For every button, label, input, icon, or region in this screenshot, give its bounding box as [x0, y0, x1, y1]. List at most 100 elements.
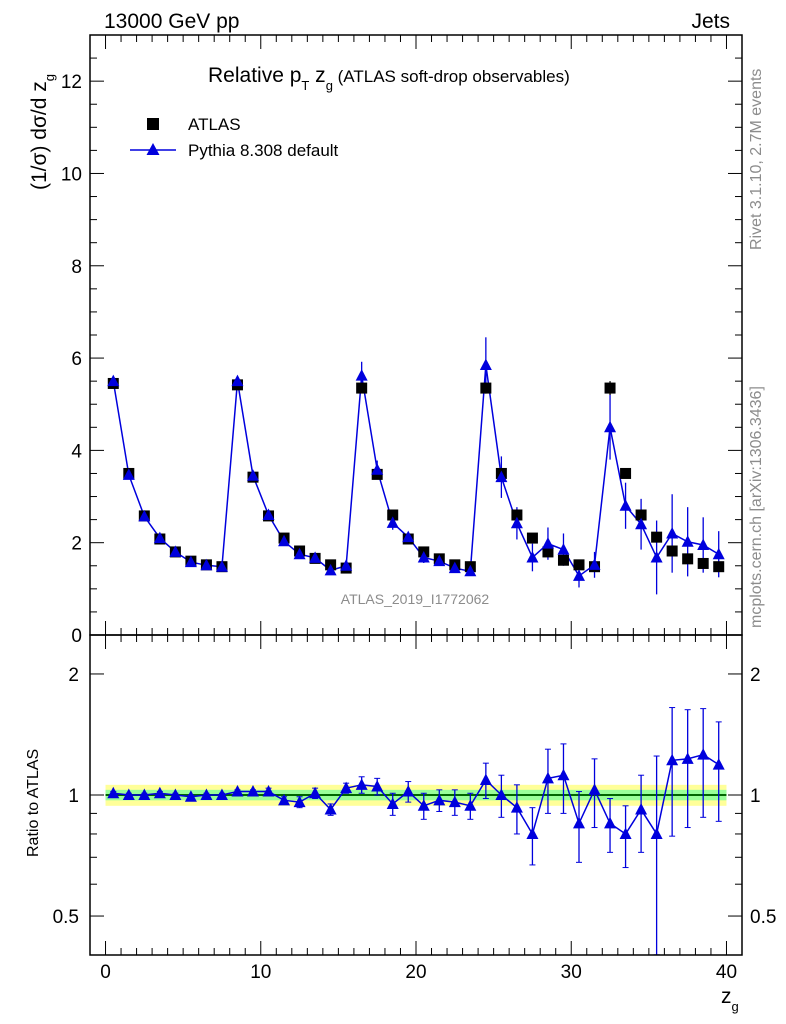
data-point [651, 531, 663, 543]
y-tick-label-ratio-right: 2 [750, 665, 761, 686]
mc-point [681, 535, 694, 547]
ratio-point [402, 785, 415, 797]
mc-point [386, 516, 399, 528]
mc-point [541, 537, 554, 549]
mc-point [200, 558, 213, 571]
mc-point [309, 551, 322, 563]
mc-point [588, 558, 601, 570]
title-rest: (ATLAS soft-drop observables) [333, 67, 570, 86]
data-point [356, 382, 368, 394]
mc-point [371, 463, 384, 475]
legend-mc-marker [146, 143, 160, 155]
mc-point [122, 468, 135, 480]
main-series-layer [107, 337, 725, 595]
mc-point [107, 374, 120, 387]
mc-point [573, 569, 585, 581]
data-point [635, 509, 647, 521]
title-main: Relative p [208, 64, 301, 87]
chart-title: Relative pT zg (ATLAS soft-drop observab… [208, 64, 570, 93]
ratio-series-line [113, 753, 720, 836]
ratio-point [215, 788, 228, 800]
mc-point [153, 531, 166, 544]
ratio-point [557, 768, 570, 781]
header-process-label: Jets [691, 10, 730, 33]
mc-point [557, 543, 570, 555]
legend: ATLAS Pythia 8.308 default [130, 115, 339, 160]
mc-point [433, 554, 446, 567]
mc-point [231, 374, 244, 387]
header-energy-label: 13000 GeV pp [104, 10, 239, 33]
mc-point [697, 538, 710, 550]
ratio-point [464, 799, 477, 811]
ratio-point [541, 771, 554, 784]
ratio-point [184, 790, 197, 802]
analysis-label: ATLAS_2019_I1772062 [341, 591, 490, 607]
ratio-point [650, 827, 663, 839]
y-tick-label-main: 6 [71, 349, 82, 370]
mc-point [666, 526, 679, 539]
ratio-point [309, 786, 322, 799]
mcplots-label: mcplots.cern.ch [arXiv:1306.3436] [748, 386, 765, 628]
x-tick-label: 10 [250, 962, 271, 983]
data-point [682, 553, 694, 565]
legend-data-label: ATLAS [188, 115, 241, 134]
ratio-point [417, 799, 430, 811]
mc-point [510, 516, 523, 529]
y-tick-label-main: 10 [61, 164, 82, 185]
y-axis-label-main-text: (1/σ) dσ/d z [28, 81, 51, 190]
y-tick-label-main: 2 [71, 534, 82, 555]
data-point [604, 382, 616, 394]
y-axis-label-main: (1/σ) dσ/d zg [28, 74, 57, 190]
ratio-point [138, 788, 151, 800]
y-axis-label-ratio: Ratio to ATLAS [25, 749, 42, 857]
mc-point [184, 555, 197, 568]
ratio-point [107, 786, 120, 799]
data-point [620, 467, 632, 479]
mc-point [619, 499, 632, 511]
mc-point [215, 560, 228, 572]
ratio-point [619, 827, 632, 839]
mc-point [495, 470, 508, 483]
ratio-point [324, 803, 337, 815]
mc-point [138, 509, 151, 522]
ratio-point [573, 816, 585, 829]
data-point [387, 509, 399, 521]
mc-point [448, 561, 461, 574]
axis-ticks [90, 34, 742, 956]
y-tick-label-main: 4 [71, 441, 82, 462]
mc-point [604, 420, 617, 433]
mc-point [479, 358, 492, 370]
rivet-label: Rivet 3.1.10, 2.7M events [748, 69, 765, 250]
mc-point [635, 517, 648, 530]
ratio-point [262, 785, 275, 797]
ratio-point [355, 778, 368, 790]
mc-point [355, 369, 368, 381]
y-tick-label-ratio-left: 2 [68, 665, 79, 686]
title-sub-g: g [326, 78, 333, 93]
mc-point [417, 550, 430, 563]
data-point [573, 559, 585, 571]
ratio-point [371, 779, 384, 792]
ratio-point [293, 795, 306, 808]
title-z: z [309, 64, 325, 87]
mc-series-line [112, 364, 720, 578]
mc-point [278, 534, 291, 547]
ratio-series-layer [107, 707, 725, 955]
mc-point [324, 563, 337, 576]
ratio-point [122, 788, 135, 800]
ratio-point [169, 788, 182, 800]
ratio-point [247, 785, 259, 797]
legend-data-marker [147, 118, 159, 130]
mc-point [402, 530, 415, 543]
y-tick-label-ratio-left: 0.5 [53, 907, 79, 928]
data-point [542, 546, 554, 558]
ratio-point [526, 827, 539, 839]
ratio-point [200, 788, 213, 800]
x-axis-label-text: z [721, 985, 732, 1008]
y-axis-label-main-sub: g [42, 74, 57, 81]
ratio-point [153, 786, 166, 799]
ratio-point [495, 788, 508, 800]
y-tick-label-ratio-left: 1 [68, 786, 79, 807]
ratio-point [479, 773, 492, 785]
